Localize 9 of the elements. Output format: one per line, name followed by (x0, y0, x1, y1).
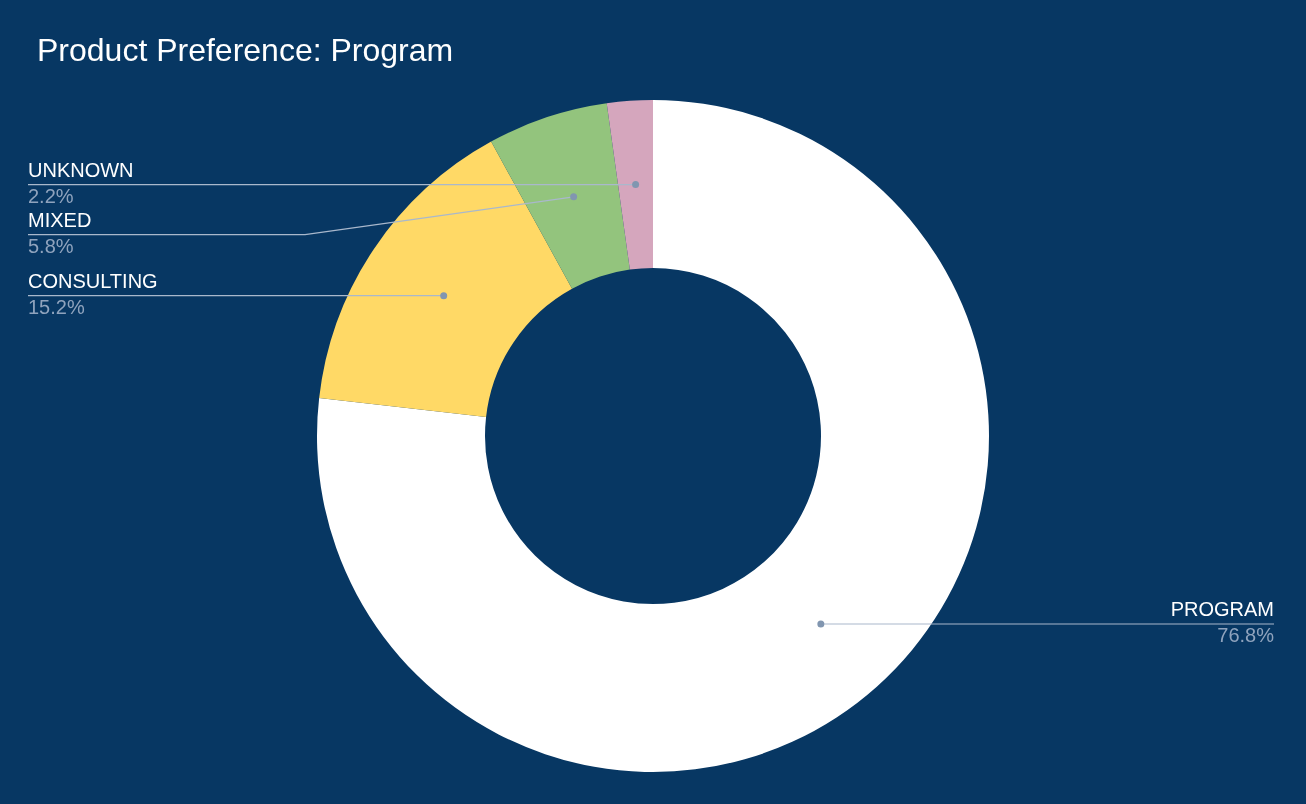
data-label: 76.8% (1217, 624, 1275, 647)
data-label: 15.2% (28, 296, 85, 319)
slice-label: UNKNOWN (28, 159, 134, 182)
data-label: 5.8% (28, 235, 74, 258)
slice-label: CONSULTING (28, 270, 158, 293)
chart-title: Product Preference: Program (37, 32, 454, 68)
slice-label: PROGRAM (1170, 598, 1274, 621)
data-label: 2.2% (28, 185, 74, 208)
slice-label: MIXED (28, 209, 92, 232)
